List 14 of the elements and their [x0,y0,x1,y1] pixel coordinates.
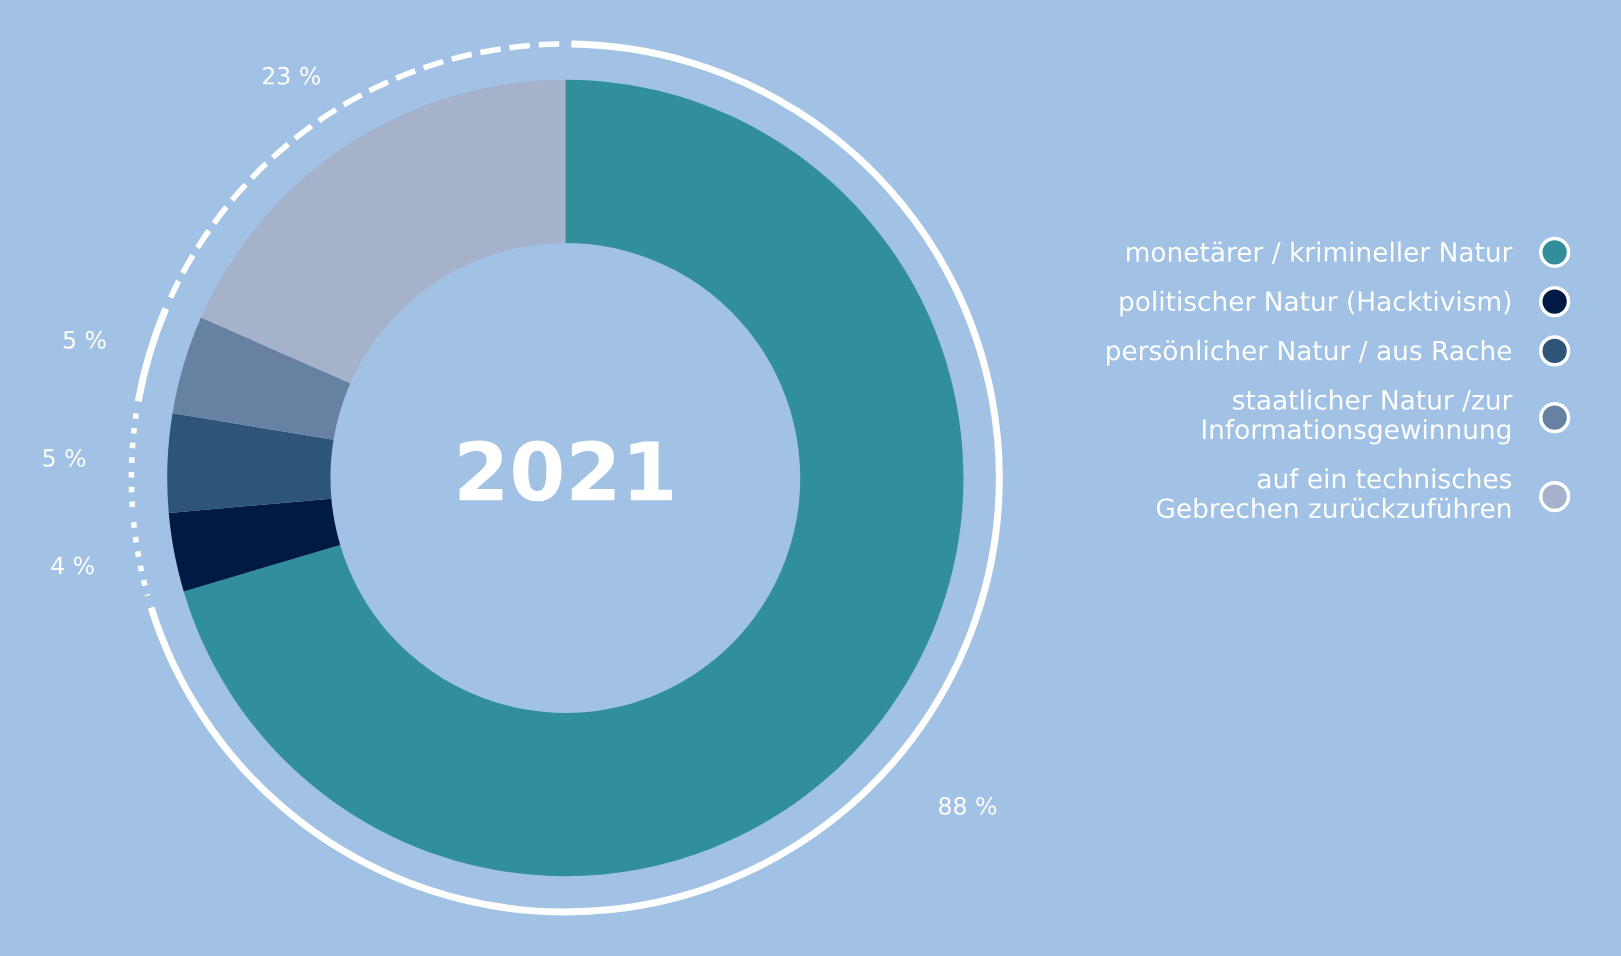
data-label: 5 % [43,448,86,467]
legend-label: politischer Natur (Hacktivism) [1120,290,1511,317]
donut-slice [172,317,351,440]
text: 2021 [459,440,672,502]
data-label: 88 % [939,796,997,815]
data-label: 4 % [51,556,94,575]
data-label: 5 % [63,330,106,349]
legend-label: staatlicher Natur /zur Informationsgewinnung [1202,389,1513,445]
data-label: 23 % [263,66,320,85]
donut-slice [167,413,334,513]
legend-label: persönlicher Natur / aus Rache [1107,340,1512,366]
legend-label: monetärer / krimineller Natur [1127,241,1513,264]
donut-slice [168,498,341,592]
legend-label: auf ein technisches Gebrechen zurückzuführen [1156,468,1512,519]
